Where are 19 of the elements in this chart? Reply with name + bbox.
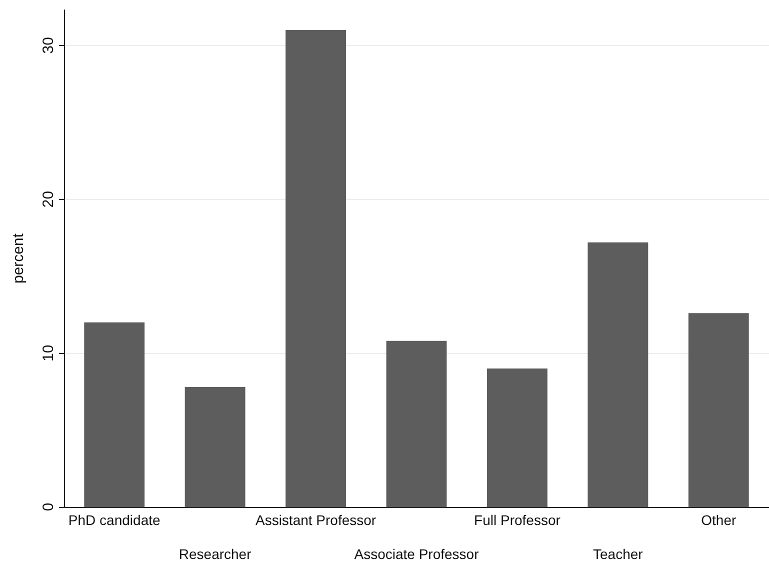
x-tick-label: Full Professor <box>474 512 561 528</box>
bar <box>286 30 346 507</box>
y-tick-label: 0 <box>40 502 57 512</box>
x-tick-label: Researcher <box>178 546 252 561</box>
bar <box>688 313 749 507</box>
bar <box>588 242 648 507</box>
x-tick-label: Assistant Professor <box>255 512 376 528</box>
y-axis-title: percent <box>10 232 27 284</box>
y-tick-label: 10 <box>40 344 57 362</box>
x-tick-label: PhD candidate <box>68 512 160 528</box>
y-tick-label: 20 <box>40 190 57 208</box>
x-tick-label: Teacher <box>593 546 644 561</box>
bar <box>184 386 246 507</box>
bar <box>84 322 145 507</box>
bar <box>487 368 548 507</box>
x-tick-label: Associate Professor <box>354 546 480 561</box>
y-tick-label: 30 <box>40 37 57 54</box>
bar <box>386 340 447 507</box>
x-tick-label: Other <box>701 512 736 528</box>
